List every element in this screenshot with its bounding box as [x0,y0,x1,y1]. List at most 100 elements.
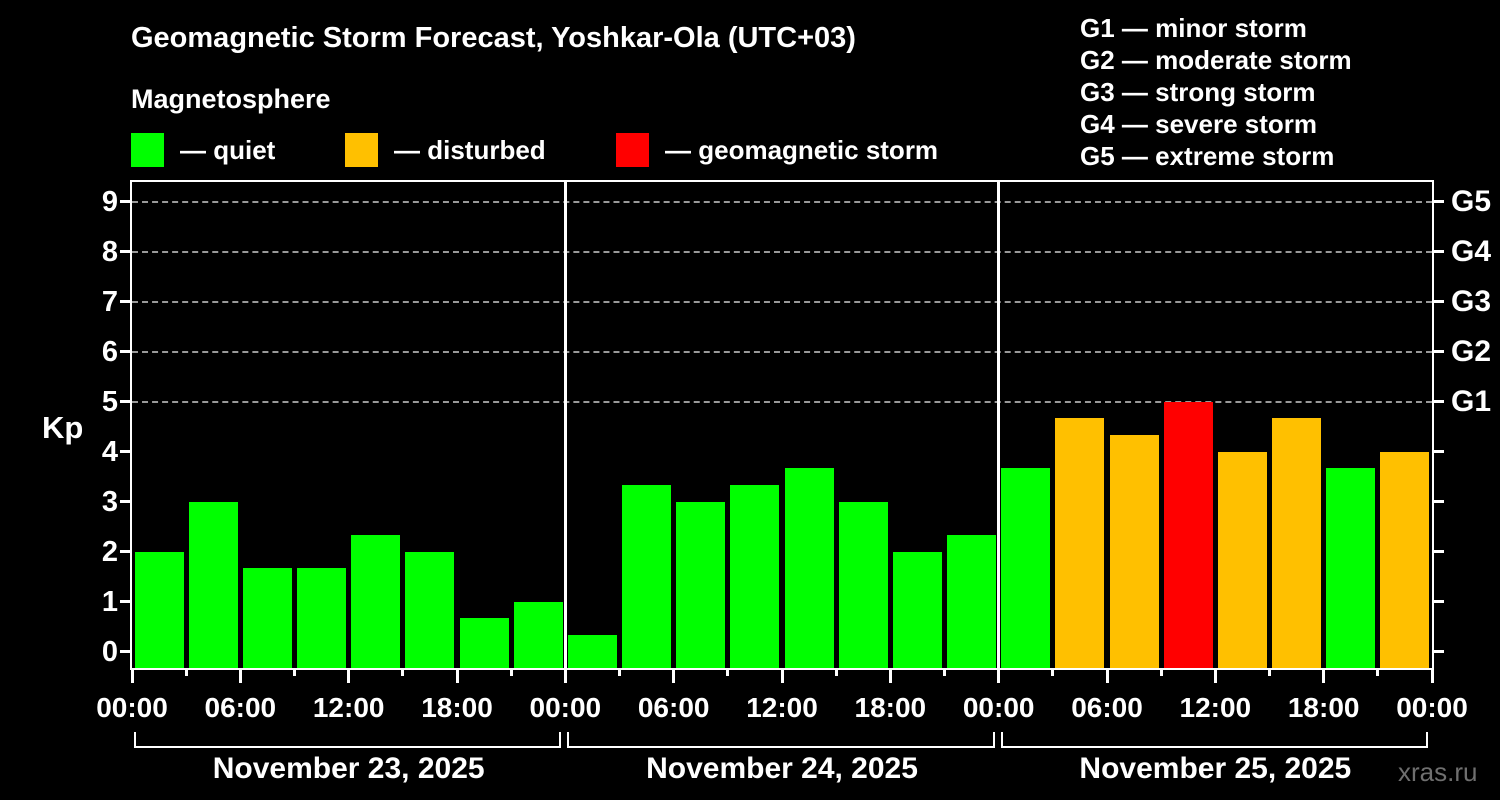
x-axis-major-tick [1322,668,1326,683]
kp-bar [1326,468,1376,668]
day-separator [997,182,1001,668]
x-axis-minor-tick [1268,668,1271,676]
date-bracket [567,732,995,748]
y-axis-tick-right [1432,450,1444,453]
x-axis-minor-tick [1159,668,1163,676]
y-axis-tick [120,500,132,503]
x-axis-time-label: 12:00 [312,692,385,723]
kp-bar [1055,418,1105,668]
y-axis-label: 2 [101,535,118,568]
watermark: xras.ru [1398,757,1478,787]
x-axis-major-tick [455,668,459,683]
y-axis-tick-right [1432,650,1444,653]
y-axis-label: 0 [101,635,118,668]
kp-bar [892,551,942,668]
date-bracket [1000,732,1428,748]
x-axis-time-label: 18:00 [421,692,493,723]
x-axis-time-label: 00:00 [529,692,602,723]
y-axis-tick [120,300,132,303]
kp-bar [1163,401,1213,668]
x-axis-major-tick [347,668,351,683]
day-separator [563,182,567,668]
y-axis-label: 4 [101,435,118,468]
kp-bar [676,501,726,668]
legend-label: — geomagnetic storm [665,134,939,165]
kp-bar [567,635,617,668]
x-axis-minor-tick [726,668,730,676]
kp-bar [405,551,455,668]
kp-bar [1001,468,1051,668]
x-axis-time-label: 18:00 [1287,692,1360,723]
x-axis-minor-tick [943,668,946,676]
gridline-kp6 [132,350,1432,353]
x-axis-major-tick [130,668,134,683]
y-axis-tick [120,250,132,253]
y-axis-label: 5 [101,385,118,418]
kp-bar [351,535,401,668]
x-axis-time-label: 12:00 [1179,692,1252,723]
x-axis-minor-tick [509,668,513,676]
y-axis-tick-right [1432,500,1444,503]
y-axis-tick-right [1432,350,1444,353]
gridline-kp9 [132,200,1432,203]
y-axis-title: Kp [42,410,84,445]
g-scale-line: G1 — minor storm [1080,13,1307,43]
x-axis-major-tick [1105,668,1109,683]
x-axis-major-tick [238,668,242,683]
kp-bar [1272,418,1322,668]
g-level-label: G4 [1451,234,1492,268]
x-axis-time-label: 18:00 [854,692,927,723]
x-axis-major-tick [888,668,892,683]
kp-bar [622,485,672,668]
y-axis-tick-right [1432,400,1444,403]
y-axis-tick [120,200,132,203]
kp-bar [730,485,780,668]
gridline-kp5 [132,400,1432,403]
date-label: November 25, 2025 [1079,752,1352,785]
g-level-label: G3 [1451,284,1492,318]
kp-bar [242,568,292,668]
g-level-label: G1 [1451,384,1492,418]
y-axis-label: 1 [101,585,118,618]
x-axis-major-tick [563,668,567,683]
kp-bar [134,551,184,668]
y-axis-tick-right [1432,200,1444,203]
x-axis-time-label: 06:00 [1071,692,1143,723]
x-axis-major-tick [1430,668,1434,683]
plot-area [132,182,1432,668]
storm-swatch-icon [616,133,649,167]
x-axis-major-tick [672,668,676,683]
y-axis-tick [120,350,132,353]
y-axis-tick-right [1432,600,1444,603]
kp-bar [784,468,834,668]
x-axis-time-label: 00:00 [1396,692,1468,723]
disturbed-swatch-icon [345,133,378,167]
y-axis-tick [120,650,132,653]
g-scale-legend: G1 — minor storm G2 — moderate storm G3 — … [1080,12,1352,172]
y-axis-tick-right [1432,250,1444,253]
legend-item-quiet: — quiet [131,133,275,167]
quiet-swatch-icon [131,133,164,167]
y-axis-label: 7 [101,285,118,318]
y-axis-label: 3 [101,485,118,518]
kp-bar [838,501,888,668]
date-label: November 23, 2025 [212,752,485,785]
legend-label: — disturbed [394,134,546,165]
gridline-kp8 [132,250,1432,253]
x-axis-time-label: 00:00 [96,692,168,723]
chart-subtitle: Magnetosphere [131,84,331,114]
x-axis-major-tick [780,668,784,683]
y-axis-tick [120,550,132,553]
x-axis-minor-tick [1051,668,1055,676]
g-level-label: G5 [1451,184,1492,218]
x-axis-major-tick [1213,668,1217,683]
y-axis-tick [120,450,132,453]
kp-bar [947,535,997,668]
kp-bar [459,618,509,668]
date-bracket [134,732,562,748]
kp-bar [1217,451,1267,668]
x-axis-time-label: 00:00 [962,692,1035,723]
g-scale-line: G2 — moderate storm [1080,45,1352,75]
kp-bar [1380,451,1430,668]
